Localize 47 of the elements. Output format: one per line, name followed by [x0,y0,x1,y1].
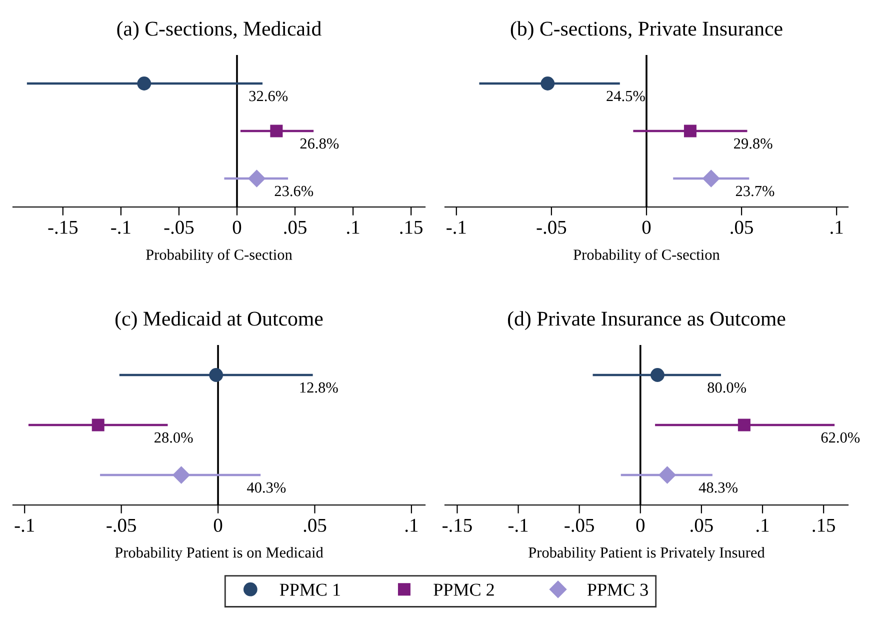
x-axis-title: Probability Patient is on Medicaid [115,546,324,561]
x-tick-label: .1 [347,220,360,234]
x-tick-label: .05 [304,518,326,532]
x-tick-label: -.15 [48,220,78,234]
x-tick-label: .15 [812,518,835,532]
x-tick-label: -.05 [164,220,194,234]
x-tick-label: .05 [284,220,306,234]
chart-title: (b) C-sections, Private Insurance [510,21,782,40]
x-tick-label: 0 [214,518,222,532]
x-tick-label: .1 [405,518,418,532]
chart-title: (d) Private Insurance as Outcome [508,311,786,330]
x-tick-label: -.05 [564,518,594,532]
annotation: 80.0% [708,382,746,393]
x-tick-label: -.1 [14,518,34,532]
x-tick-label: .15 [400,220,422,234]
annotation: 24.5% [606,90,645,102]
x-tick-label: .1 [756,518,769,532]
x-tick-label: 0 [636,518,645,532]
annotation: 26.8% [300,138,339,149]
annotation: 40.3% [246,482,286,493]
x-tick-label: .05 [690,518,713,532]
annotation: 28.0% [154,432,193,443]
annotation: 48.3% [698,482,738,493]
x-tick-label: 0 [232,220,242,234]
x-tick-label: -.15 [442,518,472,532]
x-tick-label: -.05 [536,220,566,234]
annotation: 23.7% [736,186,774,196]
annotation: 12.8% [300,382,338,393]
x-tick-label: 0 [642,220,651,234]
x-tick-label: .1 [830,220,843,234]
annotation: 62.0% [821,432,860,443]
chart-title: (a) C-sections, Medicaid [117,21,322,40]
x-axis-title: Probability Patient is Privately Insured [528,546,765,561]
legend-label: PPMC 1 [280,584,340,596]
x-tick-label: -.1 [508,518,528,532]
legend-label: PPMC 2 [434,584,494,596]
legend-label: PPMC 3 [587,584,648,596]
annotation: 32.6% [249,90,288,102]
x-tick-label: -.1 [446,220,466,234]
x-tick-label: -.1 [111,220,130,234]
x-tick-label: -.05 [106,518,136,532]
chart-title: (c) Medicaid at Outcome [116,311,323,330]
x-axis-title: Probability of C-section [146,248,292,263]
annotation: 23.6% [274,186,314,196]
annotation: 29.8% [734,138,772,149]
x-tick-label: .05 [730,220,753,234]
x-axis-title: Probability of C-section [574,248,720,263]
